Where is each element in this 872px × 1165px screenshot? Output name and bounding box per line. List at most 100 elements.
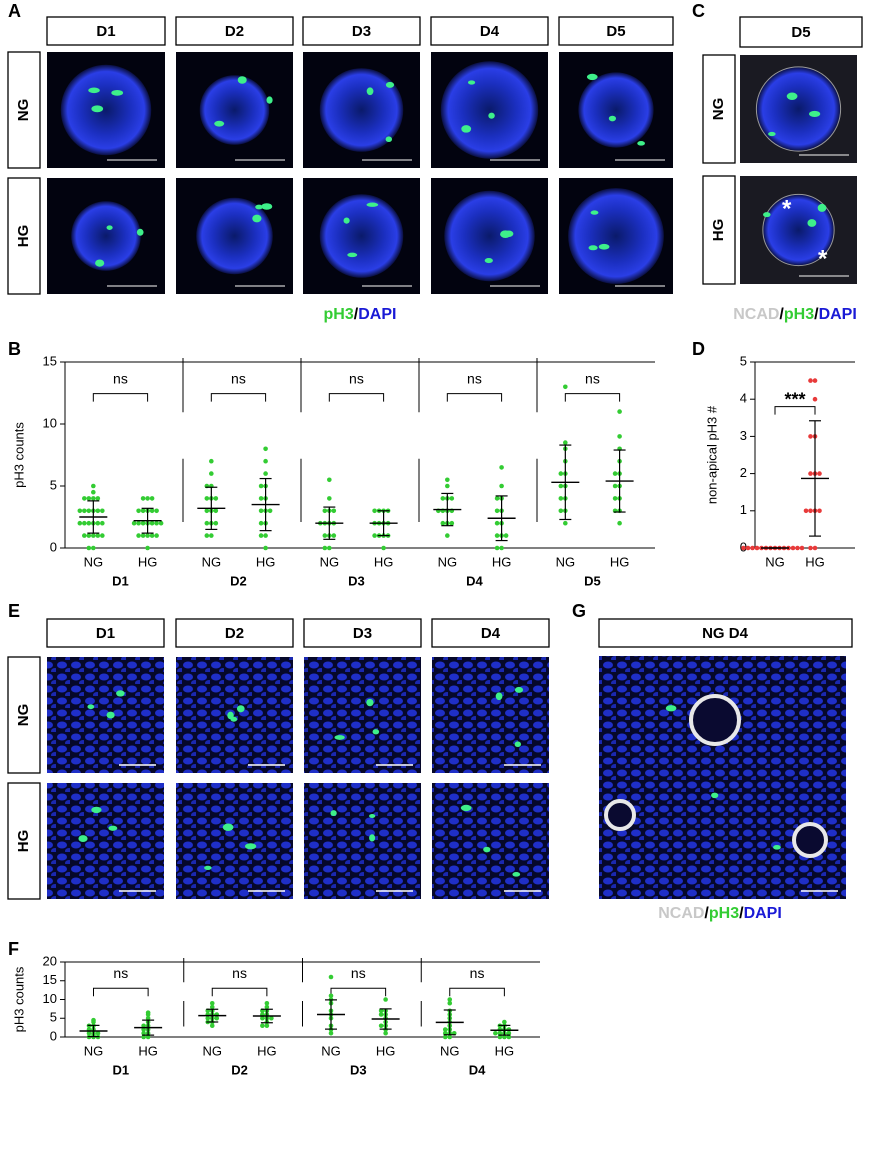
data-point bbox=[100, 520, 105, 526]
data-point bbox=[494, 545, 500, 551]
panel-letter: B bbox=[8, 339, 21, 359]
row-label: NG bbox=[710, 98, 727, 121]
pH3-signal bbox=[343, 217, 350, 224]
micrograph bbox=[432, 783, 549, 899]
pH3-signal bbox=[237, 76, 247, 84]
micrograph bbox=[599, 656, 846, 899]
data-point bbox=[209, 471, 214, 476]
label-box bbox=[7, 782, 41, 900]
y-tick-label: 15 bbox=[43, 972, 57, 987]
data-point bbox=[790, 545, 796, 551]
x-tick-label: NG bbox=[84, 1043, 104, 1058]
micrograph bbox=[176, 783, 293, 899]
data-point bbox=[82, 496, 87, 501]
panel-letter: G bbox=[572, 601, 586, 621]
data-point bbox=[799, 545, 805, 551]
pH3-signal bbox=[330, 810, 337, 817]
y-tick-label: 5 bbox=[50, 477, 57, 492]
data-point bbox=[213, 520, 219, 526]
micrograph bbox=[176, 657, 293, 773]
organoid bbox=[319, 194, 404, 278]
pH3-signal bbox=[136, 228, 144, 236]
data-point bbox=[503, 533, 509, 538]
significance-label: ns bbox=[467, 370, 482, 386]
data-point bbox=[612, 471, 618, 476]
pH3-signal bbox=[817, 203, 827, 212]
pH3-signal bbox=[244, 843, 257, 850]
label-box bbox=[46, 16, 166, 46]
pH3-signal bbox=[369, 834, 376, 842]
pH3-signal bbox=[261, 203, 273, 210]
pH3-signal bbox=[252, 214, 262, 223]
pH3-signal bbox=[598, 243, 610, 250]
data-point bbox=[149, 496, 155, 501]
pH3-signal bbox=[369, 813, 376, 819]
significance-label: ns bbox=[113, 370, 128, 386]
data-point bbox=[86, 496, 92, 501]
data-point bbox=[136, 520, 141, 526]
significance-label: ns bbox=[351, 965, 366, 981]
caption-part: DAPI bbox=[819, 306, 857, 323]
pH3-signal bbox=[461, 125, 472, 133]
data-point bbox=[558, 483, 564, 489]
data-point bbox=[445, 477, 450, 483]
significance-label: ns bbox=[232, 965, 247, 981]
data-point bbox=[327, 496, 332, 501]
y-tick-label: 0 bbox=[50, 1028, 57, 1043]
data-point bbox=[86, 533, 92, 538]
data-point bbox=[154, 533, 159, 538]
y-tick-label: 0 bbox=[50, 539, 57, 554]
data-point bbox=[617, 434, 622, 439]
caption-part: NCAD bbox=[733, 306, 779, 323]
label-box bbox=[302, 16, 421, 46]
caption-part: / bbox=[354, 306, 359, 323]
pH3-signal bbox=[214, 120, 225, 127]
data-point bbox=[445, 533, 450, 538]
label-box bbox=[7, 177, 41, 295]
data-point bbox=[77, 520, 83, 526]
data-point bbox=[140, 533, 146, 538]
data-point bbox=[494, 496, 500, 501]
caption: pH3/DAPI bbox=[324, 306, 397, 323]
data-point bbox=[258, 483, 264, 489]
data-point bbox=[209, 1023, 215, 1029]
pH3-signal bbox=[588, 245, 598, 251]
y-axis-label: pH3 counts bbox=[11, 422, 26, 488]
ncad-ring bbox=[604, 799, 636, 831]
data-point bbox=[77, 508, 83, 514]
data-point bbox=[383, 997, 388, 1002]
row-label: HG bbox=[710, 219, 727, 242]
data-point bbox=[499, 483, 504, 489]
micrograph bbox=[47, 783, 164, 899]
pH3-signal bbox=[807, 219, 817, 227]
organoid bbox=[440, 61, 539, 159]
pH3-signal bbox=[95, 259, 105, 267]
data-point bbox=[328, 1030, 334, 1036]
data-point bbox=[812, 545, 818, 551]
significance-label: ns bbox=[113, 965, 128, 981]
data-point bbox=[442, 1034, 448, 1040]
data-point bbox=[617, 520, 622, 526]
x-tick-label: NG bbox=[321, 1043, 341, 1058]
label-box bbox=[7, 51, 41, 169]
data-point bbox=[331, 508, 337, 514]
data-point bbox=[136, 508, 141, 514]
data-point bbox=[158, 520, 164, 526]
organoid bbox=[71, 201, 141, 271]
data-point bbox=[204, 533, 210, 538]
pH3-signal bbox=[106, 711, 115, 719]
panel-letter: F bbox=[8, 939, 19, 959]
data-point bbox=[263, 545, 268, 551]
data-point bbox=[795, 545, 800, 551]
data-point bbox=[209, 458, 214, 464]
label-box bbox=[739, 16, 863, 48]
data-point bbox=[149, 520, 155, 526]
data-point bbox=[499, 545, 504, 551]
data-point bbox=[378, 1023, 384, 1029]
data-point bbox=[209, 533, 214, 538]
x-tick-label: HG bbox=[138, 554, 158, 569]
micrograph bbox=[304, 783, 421, 899]
pH3-signal bbox=[366, 202, 379, 207]
y-tick-label: 5 bbox=[740, 353, 747, 368]
data-point bbox=[145, 533, 150, 538]
